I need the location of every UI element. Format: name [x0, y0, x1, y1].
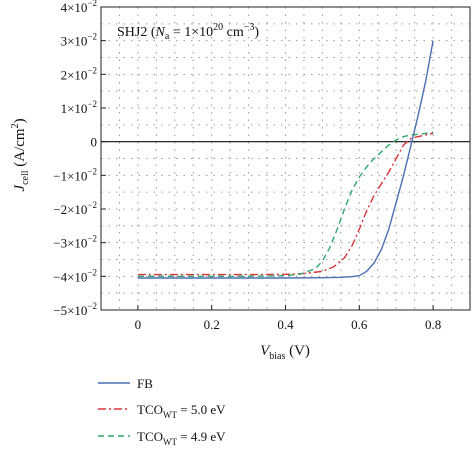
y-tick-label: 4×10−2	[61, 0, 97, 15]
series-line-2	[137, 132, 434, 276]
x-tick-label: 0.2	[204, 317, 220, 332]
y-tick-label: −4×10−2	[53, 267, 97, 284]
grid	[101, 7, 470, 310]
y-tick-label: 0	[91, 135, 98, 150]
legend-label-3: TCOWT = 4.9 eV	[137, 429, 226, 447]
y-tick-label: 1×10−2	[61, 99, 97, 116]
y-tick-label: −1×10−2	[53, 166, 97, 183]
x-tick-label: 0	[135, 317, 142, 332]
legend-label-1: FB	[137, 376, 153, 391]
x-tick-label: 0.6	[351, 317, 368, 332]
y-axis-label: Jcell (A/cm2)	[10, 118, 31, 191]
y-tick-label: −5×10−2	[53, 301, 97, 318]
annotation: SHJ2 (Na = 1×1020 cm−3)	[117, 22, 259, 42]
x-tick-label: 0.8	[425, 317, 441, 332]
y-tick-label: −2×10−2	[53, 200, 97, 217]
legend-label-2: TCOWT = 5.0 eV	[137, 402, 226, 420]
x-axis-label: Vbias (V)	[260, 343, 310, 362]
ticks: 0 0.2 0.4 0.6 0.8 4×10−2 3×10−2 2×10−2 1×10−2 0 −1…	[53, 0, 441, 332]
legend: FB TCOWT = 5.0 eV TCOWT = 4.9 eV	[98, 376, 226, 447]
y-tick-label: 3×10−2	[61, 32, 97, 49]
series-line-1	[137, 40, 434, 279]
series-line-3	[137, 131, 434, 277]
y-tick-label: 2×10−2	[61, 65, 97, 82]
y-tick-label: −3×10−2	[53, 234, 97, 251]
x-tick-label: 0.4	[277, 317, 294, 332]
series	[137, 40, 434, 279]
